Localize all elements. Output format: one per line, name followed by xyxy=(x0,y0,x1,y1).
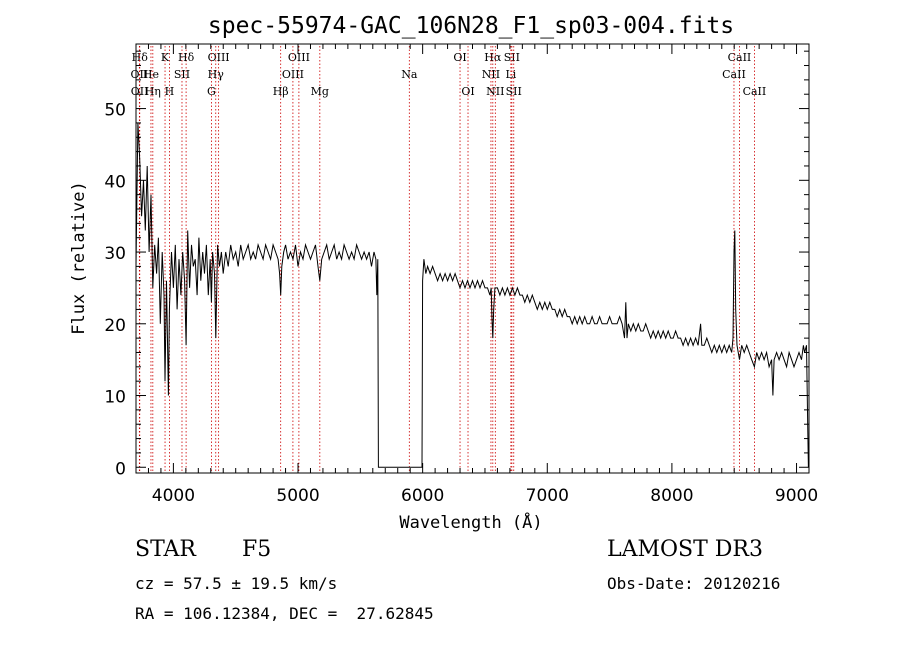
line-label-26: CaII xyxy=(722,68,746,81)
line-label-3: He xyxy=(143,68,159,81)
line-label-16: Na xyxy=(401,68,418,81)
line-label-10: Hγ xyxy=(208,68,225,81)
spectrum-series-line xyxy=(135,122,809,468)
y-tick-label-1: 10 xyxy=(104,388,126,408)
line-label-27: CaII xyxy=(743,85,767,98)
y-tick-label-5: 50 xyxy=(104,101,126,121)
x-tick-label-5: 9000 xyxy=(775,486,818,506)
survey-name: LAMOST DR3 xyxy=(607,537,763,562)
line-label-20: NII xyxy=(482,68,500,81)
line-label-19: Hα xyxy=(484,51,502,64)
y-tick-label-3: 30 xyxy=(104,244,126,264)
observation-date: Obs-Date: 20120216 xyxy=(607,574,781,593)
x-axis-label: Wavelength (Å) xyxy=(399,511,542,533)
line-label-9: OIII xyxy=(208,51,230,64)
x-tick-label-2: 6000 xyxy=(401,486,444,506)
line-label-23: Li xyxy=(505,68,516,81)
line-label-7: H xyxy=(165,85,175,98)
line-label-14: OIII xyxy=(282,68,304,81)
line-label-25: CaII xyxy=(728,51,752,64)
line-label-11: G xyxy=(207,85,216,98)
line-label-24: SII xyxy=(506,85,522,98)
line-label-4: Hη xyxy=(145,85,161,98)
y-tick-label-2: 20 xyxy=(104,316,126,336)
chart-title: spec-55974-GAC_106N28_F1_sp03-004.fits xyxy=(208,13,734,39)
line-label-15: Mg xyxy=(311,85,329,98)
line-label-21: NII xyxy=(486,85,504,98)
line-label-5: K xyxy=(161,51,170,64)
y-tick-label-0: 0 xyxy=(115,459,126,479)
x-tick-label-3: 7000 xyxy=(526,486,569,506)
line-label-12: Hβ xyxy=(273,85,289,98)
object-class: STAR xyxy=(135,537,196,562)
x-tick-label-0: 4000 xyxy=(152,486,195,506)
line-label-17: OI xyxy=(453,51,466,64)
x-axis-ticks: 4000 5000 6000 7000 8000 9000 xyxy=(135,44,818,506)
line-label-2: OII xyxy=(131,85,149,98)
object-subclass: F5 xyxy=(242,537,272,562)
ra-dec-coordinates: RA = 106.12384, DEC = 27.62845 xyxy=(135,604,434,623)
y-axis-ticks: 0 10 20 30 40 50 xyxy=(104,50,809,479)
x-tick-label-4: 8000 xyxy=(650,486,693,506)
line-label-18: OI xyxy=(461,85,474,98)
x-tick-label-1: 5000 xyxy=(276,486,319,506)
redshift-velocity: cz = 57.5 ± 19.5 km/s xyxy=(135,574,338,593)
line-label-22: SII xyxy=(504,51,520,64)
y-axis-label: Flux (relative) xyxy=(69,181,89,335)
line-label-13: OIII xyxy=(288,51,310,64)
line-label-8: Hδ xyxy=(178,51,195,64)
line-label-6: SII xyxy=(174,68,190,81)
y-tick-label-4: 40 xyxy=(104,172,126,192)
